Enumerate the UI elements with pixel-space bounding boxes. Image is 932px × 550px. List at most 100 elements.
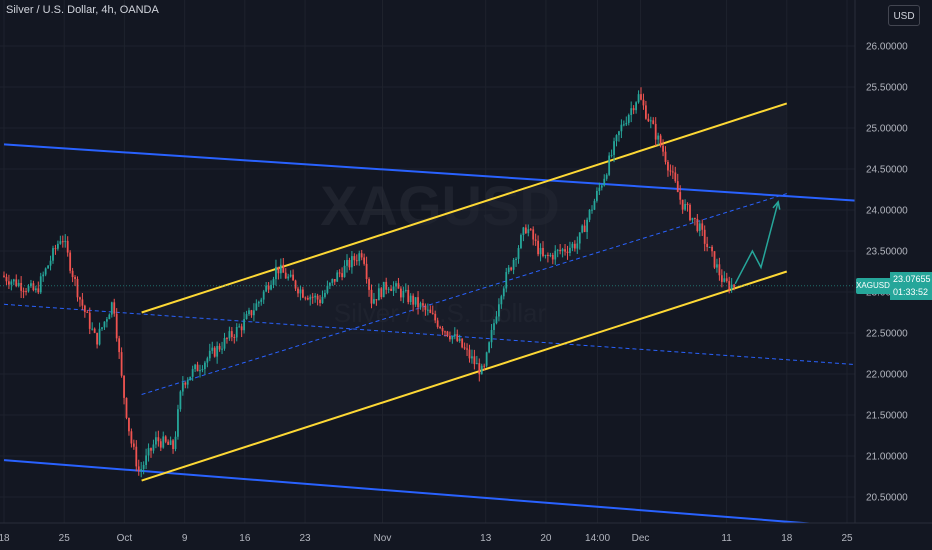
candle-body — [645, 105, 647, 119]
candle-body — [363, 257, 366, 264]
candle-body — [561, 249, 564, 252]
candle-body — [42, 274, 45, 277]
candle-body — [120, 352, 123, 376]
chart-title: Silver / U.S. Dollar, 4h, OANDA — [6, 4, 159, 16]
candle-body — [155, 437, 157, 445]
candle-body — [157, 437, 160, 442]
candle-body — [422, 303, 424, 306]
candle-body — [409, 295, 412, 303]
last-price-tag: XAGUSD 23.07655 01:33:52 — [856, 271, 932, 300]
projection-arrowhead — [772, 200, 781, 210]
candle-body — [294, 280, 297, 289]
candle-body — [181, 382, 184, 392]
candle-body — [206, 358, 209, 363]
time-axis-label: 20 — [540, 533, 552, 544]
time-axis-label: 13 — [480, 533, 492, 544]
outer-channel-lower — [3, 459, 839, 527]
candle-body — [287, 276, 290, 279]
price-axis-label: 24.50000 — [866, 165, 908, 176]
price-tag-countdown: 01:33:52 — [893, 286, 929, 297]
candle-body — [245, 314, 248, 320]
candle-body — [586, 219, 588, 232]
candle-body — [456, 334, 459, 341]
candle-body — [380, 288, 383, 298]
candle-body — [581, 225, 584, 233]
candle-body — [304, 297, 307, 299]
candle-body — [461, 338, 464, 348]
candle-body — [527, 229, 530, 234]
drawings[interactable] — [3, 102, 873, 527]
candle-body — [711, 246, 713, 252]
candle-body — [573, 243, 576, 249]
candle-body — [490, 329, 493, 343]
price-axis-label: 25.00000 — [866, 124, 908, 135]
candle-body — [265, 285, 268, 292]
inner-channel-fill — [141, 103, 787, 481]
outer-channel-upper — [3, 143, 873, 203]
candle-body — [302, 289, 304, 298]
candle-body — [150, 448, 152, 451]
price-axis-label: 23.50000 — [866, 247, 908, 258]
candle-body — [640, 94, 642, 100]
candle-body — [147, 448, 150, 456]
candle-body — [657, 135, 660, 140]
candle-body — [488, 342, 490, 353]
candle-body — [279, 264, 282, 274]
candle-body — [25, 291, 27, 293]
candle-body — [123, 375, 125, 398]
currency-button[interactable]: USD — [888, 5, 920, 26]
candle-body — [74, 277, 76, 279]
candle-body — [564, 249, 566, 252]
candle-body — [507, 267, 510, 273]
candle-body — [556, 249, 559, 251]
candle-body — [547, 254, 549, 257]
candle-body — [260, 299, 263, 302]
candle-body — [480, 365, 483, 375]
time-axis-label: 23 — [300, 533, 312, 544]
candle-body — [49, 260, 52, 266]
candle-body — [230, 331, 233, 338]
candle-body — [426, 309, 429, 311]
candle-body — [534, 239, 537, 241]
candle-body — [681, 199, 684, 210]
candle-body — [515, 258, 517, 260]
time-axis[interactable] — [0, 523, 932, 550]
candle-body — [172, 440, 174, 449]
candle-body — [353, 256, 356, 261]
candle-body — [591, 209, 593, 211]
candle-body — [566, 251, 569, 254]
candle-body — [439, 326, 441, 329]
candle-body — [373, 299, 375, 304]
candle-body — [412, 295, 415, 305]
time-axis-label: Oct — [117, 533, 133, 544]
candle-body — [400, 288, 402, 298]
candle-body — [449, 335, 451, 340]
price-axis-label: 22.00000 — [866, 370, 908, 381]
candle-body — [512, 259, 515, 270]
candle-body — [429, 309, 432, 313]
candle-body — [529, 229, 532, 231]
candle-body — [292, 274, 294, 281]
candle-body — [434, 313, 437, 321]
candle-body — [718, 264, 721, 276]
candle-body — [583, 225, 586, 232]
candle-body — [346, 259, 348, 266]
candle-body — [622, 124, 625, 126]
candle-body — [135, 446, 138, 467]
candle-body — [368, 279, 370, 290]
candle-body — [130, 431, 133, 444]
candle-body — [338, 272, 341, 274]
candle-body — [37, 288, 40, 293]
candle-body — [216, 345, 219, 357]
candle-body — [671, 171, 674, 173]
candle-body — [12, 279, 15, 282]
candle-body — [27, 286, 30, 292]
candle-body — [689, 204, 691, 221]
candle-body — [64, 240, 67, 242]
candle-body — [395, 283, 397, 287]
price-tag-value: 23.07655 — [893, 273, 931, 284]
candle-body — [328, 282, 331, 286]
inner-channel-lower — [141, 270, 788, 482]
candle-body — [223, 338, 226, 349]
